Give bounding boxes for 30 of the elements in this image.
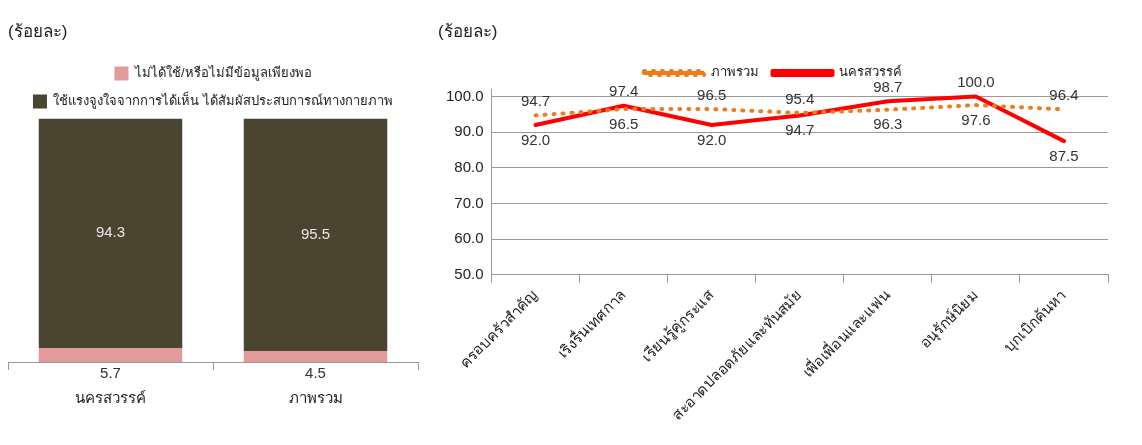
data-label: 94.7 [785,121,815,139]
data-label: 95.4 [785,89,815,107]
legend-label: ภาพรวม [710,64,759,80]
data-label: 92.0 [697,130,727,148]
data-label: 92.0 [520,130,551,148]
data-label: 96.4 [1049,86,1079,104]
chart-title: (ร้อยละ) [438,21,498,41]
data-label: 98.7 [873,77,903,95]
data-label: 5.7 [100,363,121,381]
data-label: 96.5 [697,85,727,103]
data-label: 94.3 [95,223,126,241]
y-tick-label: 80.0 [454,157,484,175]
data-label: 96.3 [873,115,903,133]
data-label: 4.5 [305,363,326,381]
data-label: 97.4 [609,82,639,100]
chart-title: (ร้อยละ) [8,21,68,41]
data-label: 96.5 [609,114,639,132]
data-label: 95.5 [300,224,331,242]
data-label: 100.0 [957,73,995,91]
y-tick-label: 90.0 [454,122,484,140]
y-tick-label: 70.0 [454,193,484,211]
y-tick-label: 60.0 [454,229,484,247]
data-label: 87.5 [1049,146,1079,164]
legend-label: ใช้แรงจูงใจจากการได้เห็น ได้สัมผัสประสบการณ์ทางกายภาพ [53,90,394,109]
data-label: 97.6 [961,110,991,128]
legend-label: ไม่ได้ใช้/หรือไม่มีข้อมูลเพียงพอ [133,64,312,81]
y-tick-label: 50.0 [454,264,484,282]
y-tick-label: 100.0 [445,86,484,104]
data-label: 94.7 [520,92,551,110]
legend-label: นครสวรรค์ [839,64,902,80]
